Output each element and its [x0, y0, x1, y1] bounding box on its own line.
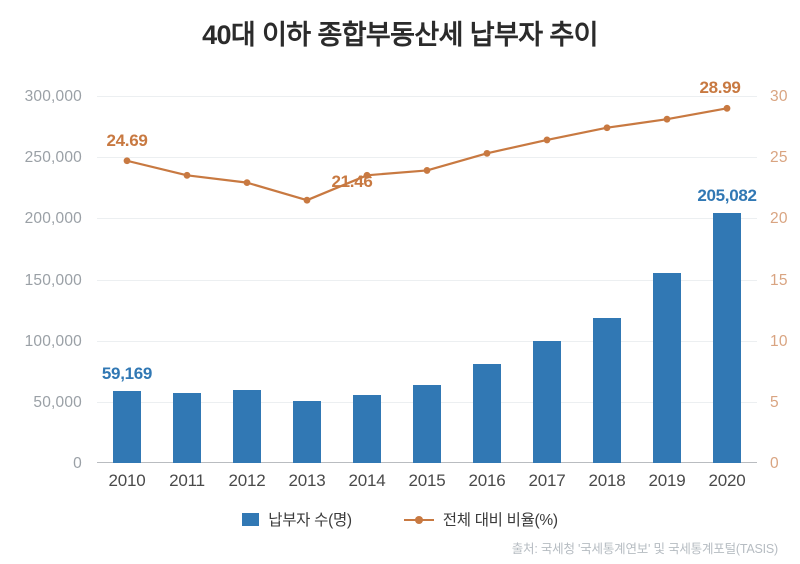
x-axis-tick-2012: 2012: [228, 471, 266, 490]
y-axis-left-tick: 0: [73, 455, 82, 472]
x-axis-tick-2010: 2010: [108, 471, 146, 490]
bar-2017[interactable]: [533, 341, 561, 463]
page-title: 40대 이하 종합부동산세 납부자 추이: [202, 20, 598, 50]
legend-item-line[interactable]: 전체 대비 비율(%): [403, 508, 558, 530]
legend-label: 납부자 수(명): [268, 512, 352, 529]
y-axis-right-tick: 15: [770, 272, 788, 289]
legend: 납부자 수(명) 전체 대비 비율(%): [0, 508, 800, 530]
gridline: [97, 96, 757, 97]
line-swatch-icon: [403, 513, 434, 526]
y-axis-right-tick: 25: [770, 149, 788, 166]
bar-2020[interactable]: [713, 212, 741, 463]
x-axis-tick-2019: 2019: [648, 471, 686, 490]
line-marker-2013[interactable]: [303, 196, 311, 204]
line-marker-2017[interactable]: [543, 136, 551, 144]
x-axis-tick-2013: 2013: [288, 471, 326, 490]
legend-label: 전체 대비 비율(%): [442, 512, 558, 529]
x-axis-tick-2020: 2020: [708, 471, 746, 490]
bar-2018[interactable]: [593, 317, 621, 463]
gridline: [97, 157, 757, 158]
line-marker-2018[interactable]: [603, 124, 611, 132]
bar-2019[interactable]: [653, 272, 681, 463]
gridline: [97, 341, 757, 342]
bar-value-label-2020: 205,082: [697, 185, 757, 205]
gridline: [97, 280, 757, 281]
y-axis-left-tick: 100,000: [24, 333, 82, 350]
bar-2010[interactable]: [113, 390, 141, 463]
line-marker-2010[interactable]: [123, 157, 131, 165]
bar-value-label-2010: 59,169: [101, 363, 153, 383]
plot-area: [97, 96, 757, 463]
y-axis-right-tick: 20: [770, 210, 788, 227]
line-value-label-2010: 24.69: [106, 130, 148, 150]
line-marker-2011[interactable]: [183, 171, 191, 179]
x-axis-tick-2014: 2014: [348, 471, 386, 490]
bar-2011[interactable]: [173, 393, 201, 463]
line-marker-2015[interactable]: [423, 167, 431, 174]
bar-2016[interactable]: [473, 364, 501, 463]
x-axis-tick-2016: 2016: [468, 471, 506, 490]
x-axis-tick-2011: 2011: [169, 471, 205, 490]
source-note: 출처: 국세청 '국세통계연보' 및 국세통계포털(TASIS): [511, 542, 778, 556]
line-marker-2020[interactable]: [723, 104, 731, 112]
y-axis-left-tick: 200,000: [24, 210, 82, 227]
x-axis-tick-2018: 2018: [588, 471, 626, 490]
gridline: [97, 218, 757, 219]
x-axis-tick-2017: 2017: [528, 471, 566, 490]
line-marker-2016[interactable]: [483, 149, 491, 157]
y-axis-right-tick: 30: [770, 88, 788, 105]
y-axis-left-tick: 250,000: [24, 149, 82, 166]
line-marker-2019[interactable]: [663, 115, 671, 123]
line-value-label-2013: 21.46: [331, 172, 373, 192]
y-axis-right-tick: 10: [770, 333, 788, 350]
line-value-label-2020: 28.99: [699, 78, 741, 98]
bar-swatch-icon: [242, 512, 260, 526]
y-axis-right-tick: 5: [770, 394, 779, 411]
bar-2013[interactable]: [293, 400, 321, 463]
line-path: [125, 107, 729, 202]
bar-2014[interactable]: [353, 394, 381, 463]
bar-2012[interactable]: [233, 389, 261, 463]
y-axis-left-tick: 300,000: [24, 88, 82, 105]
bar-2015[interactable]: [413, 384, 441, 463]
x-axis-tick-2015: 2015: [408, 471, 446, 490]
legend-item-bar[interactable]: 납부자 수(명): [242, 508, 352, 530]
y-axis-left-tick: 50,000: [33, 394, 82, 411]
y-axis-right-tick: 0: [770, 455, 779, 472]
line-marker-2012[interactable]: [243, 179, 251, 187]
y-axis-left-tick: 150,000: [24, 272, 82, 289]
